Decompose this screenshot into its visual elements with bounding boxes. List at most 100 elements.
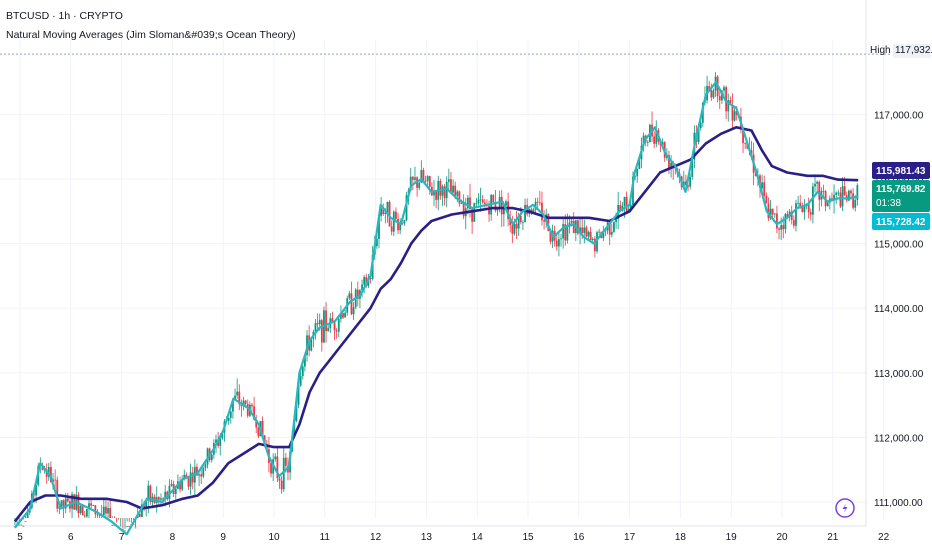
candle-body: [81, 506, 84, 516]
candle-body: [735, 111, 738, 115]
candle-body: [234, 395, 236, 399]
candle-body: [54, 479, 57, 481]
candle-body: [854, 199, 857, 208]
candle-body: [568, 222, 571, 225]
candle-body: [530, 209, 533, 213]
x-tick-label: 22: [878, 532, 890, 543]
candle-body: [310, 338, 313, 351]
candle-body: [363, 277, 366, 285]
candle-body: [822, 191, 825, 192]
candle-body: [295, 404, 298, 421]
candle-body: [229, 411, 232, 418]
candle-body: [769, 208, 772, 219]
candle-body: [655, 130, 658, 144]
candle-body: [469, 197, 471, 210]
candle-body: [299, 376, 302, 386]
candle-body: [403, 220, 406, 224]
candle-body: [365, 277, 368, 286]
candle-body: [733, 111, 736, 121]
candle-body: [847, 190, 850, 201]
candle-body: [280, 480, 283, 490]
candle-body: [522, 221, 524, 223]
candle-body: [513, 223, 516, 234]
candle-body: [181, 479, 184, 490]
candle-body: [424, 180, 427, 182]
candle-body: [466, 197, 469, 209]
candle-body: [778, 228, 780, 230]
candle-body: [411, 176, 414, 180]
x-tick-label: 8: [170, 532, 176, 543]
candle-body: [727, 100, 730, 112]
candle-body: [339, 313, 342, 319]
candle-body: [147, 485, 150, 501]
x-tick-label: 12: [370, 532, 382, 543]
candle-body: [581, 227, 584, 234]
candle-body: [304, 355, 306, 367]
candle-body: [632, 176, 634, 206]
candle-body: [41, 465, 44, 470]
candle-body: [481, 199, 484, 203]
candle-body: [623, 196, 626, 206]
candle-body: [145, 500, 148, 509]
x-tick-label: 10: [268, 532, 280, 543]
candle-body: [160, 498, 162, 500]
candle-body: [318, 320, 321, 325]
candle-body: [350, 293, 353, 315]
candle-body: [422, 169, 425, 181]
candle-body: [149, 485, 152, 502]
candle-body: [314, 323, 317, 332]
time-axis[interactable]: 5 6 7 8 9 10 11 12 13 14 15 16 17 18 19 20 21 22: [17, 532, 889, 543]
candle-body: [105, 506, 107, 514]
candle-body: [729, 100, 732, 106]
candle-body: [507, 201, 510, 220]
candle-body: [66, 498, 69, 502]
candle-body: [261, 421, 264, 436]
candle-body: [731, 105, 734, 121]
candle-body: [799, 202, 802, 208]
candle-body: [452, 185, 454, 193]
candle-body: [126, 526, 129, 528]
candle-body: [801, 207, 804, 213]
candle-body: [462, 203, 465, 217]
candle-body: [219, 438, 222, 446]
candle-body: [562, 224, 565, 239]
candle-body: [253, 406, 256, 420]
candle-body: [653, 136, 656, 144]
candle-body: [803, 205, 806, 213]
slow-ma-value: 115,981.43: [876, 166, 926, 177]
candle-body: [625, 196, 628, 212]
candle-body: [841, 186, 844, 207]
candle-body: [270, 462, 272, 474]
x-tick-label: 15: [522, 532, 534, 543]
lightning-icon[interactable]: [835, 498, 855, 518]
candle-body: [610, 231, 613, 235]
candle-body: [399, 222, 402, 231]
candle-body: [71, 494, 73, 509]
candle-body: [638, 159, 641, 169]
candle-body: [204, 464, 207, 468]
candle-body: [814, 183, 816, 187]
candle-body: [771, 208, 774, 215]
candle-body: [98, 515, 101, 516]
candle-body: [141, 504, 143, 517]
candle-body: [428, 176, 431, 187]
candle-body: [183, 474, 186, 480]
y-tick-label: 117,000.00: [874, 110, 924, 121]
candle-body: [22, 525, 25, 527]
candle-body: [435, 191, 438, 200]
candle-body: [109, 508, 112, 518]
candle-body: [589, 231, 592, 241]
candle-body: [742, 129, 744, 143]
candle-body: [668, 155, 670, 169]
last-price-tag: [872, 180, 930, 212]
indicator-title: Natural Moving Averages (Jim Sloman&#039…: [6, 29, 296, 41]
candle-body: [409, 176, 412, 191]
x-tick-label: 19: [726, 532, 738, 543]
candle-body: [818, 181, 821, 200]
candle-body: [598, 231, 601, 233]
candle-body: [534, 201, 537, 210]
candle-body: [456, 191, 459, 196]
candle-body: [297, 385, 300, 405]
candle-body: [447, 179, 450, 182]
